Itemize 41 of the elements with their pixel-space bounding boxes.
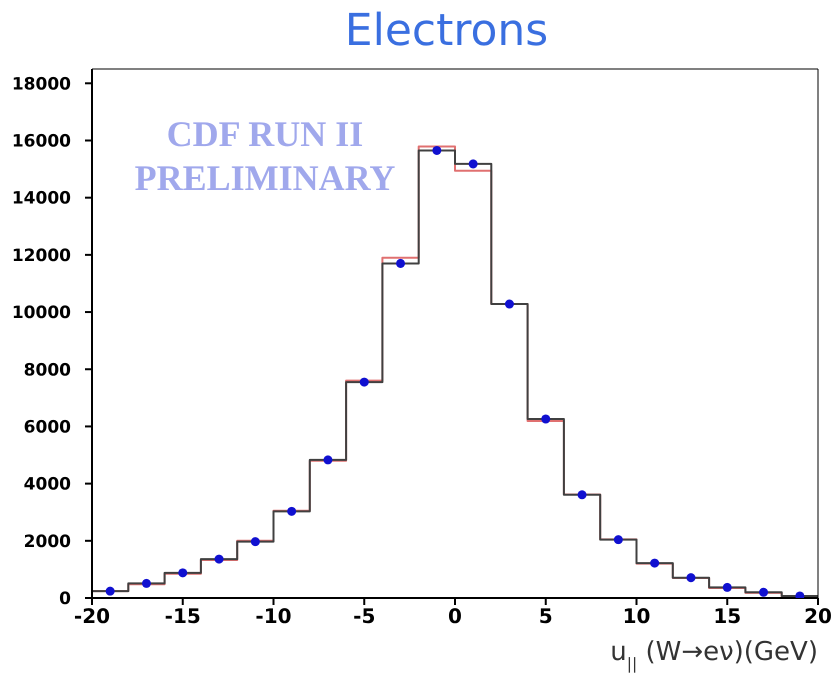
x-tick-label: -20: [74, 604, 110, 628]
point: [432, 146, 442, 155]
y-tick-label: 18000: [12, 74, 72, 94]
chart-title: Electrons: [344, 4, 550, 58]
x-tick-label: -10: [255, 604, 292, 628]
point: [722, 582, 732, 592]
y-tick-label: 4000: [24, 474, 72, 495]
y-tick-label: 2000: [24, 532, 72, 552]
y-tick-label: 0: [59, 589, 72, 610]
point: [504, 300, 514, 309]
y-tick-label: 8000: [24, 360, 72, 380]
point: [250, 537, 260, 546]
point: [178, 568, 188, 578]
x-tick-label: 20: [804, 604, 832, 628]
point: [142, 578, 151, 588]
point: [468, 159, 478, 168]
y-tick-label: 6000: [24, 417, 72, 438]
x-tick-label: 5: [538, 604, 553, 628]
x-tick-label: 0: [448, 604, 462, 628]
point: [686, 573, 696, 582]
x-tick-label: -15: [164, 604, 201, 628]
point: [578, 490, 587, 500]
point: [759, 588, 768, 597]
point: [323, 455, 332, 464]
point: [360, 378, 369, 387]
x-axis-title: u$_{||}$ (W→eν)(GeV): [610, 637, 818, 673]
annotation: CDF RUN II PRELIMINARY: [134, 113, 396, 200]
point: [614, 535, 623, 544]
x-tick-label: 10: [622, 604, 650, 628]
y-tick-label: 14000: [12, 188, 72, 209]
point: [541, 414, 550, 424]
point: [214, 554, 224, 564]
point: [396, 258, 406, 268]
point: [106, 586, 115, 596]
y-tick-label: 16000: [12, 132, 72, 152]
y-tick-label: 12000: [12, 246, 72, 266]
y-tick-label: 10000: [12, 303, 72, 324]
point: [650, 558, 660, 568]
x-tick-label: 15: [713, 604, 742, 628]
point: [287, 506, 296, 516]
x-tick-label: -5: [353, 604, 376, 628]
